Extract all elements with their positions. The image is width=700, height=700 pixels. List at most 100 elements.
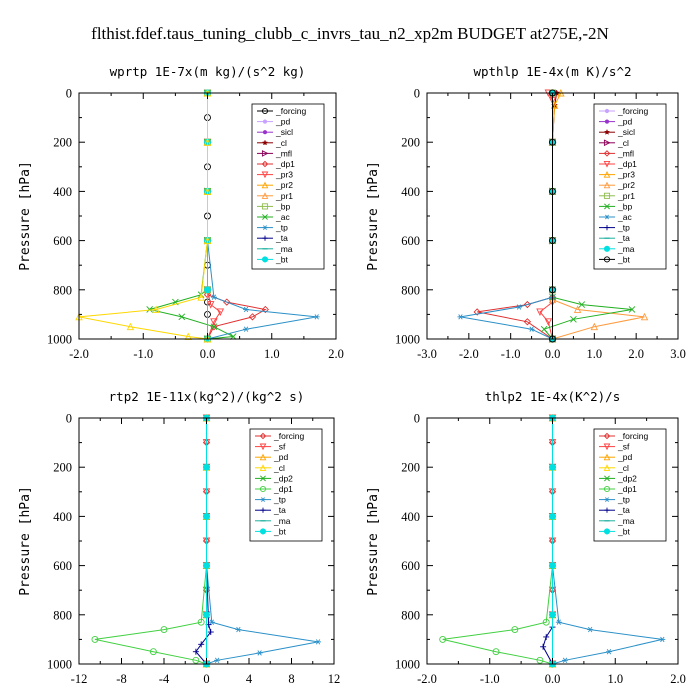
- data-point_tp: [659, 636, 666, 643]
- legend-label: _bt: [275, 254, 288, 264]
- x-tick-label: -2.0: [417, 672, 437, 686]
- data-point_ac: [146, 306, 153, 313]
- x-tick-label: -2.0: [69, 347, 89, 361]
- data-point_dp1: [192, 656, 200, 664]
- legend-marker: [262, 119, 268, 124]
- legend-marker: [604, 108, 610, 114]
- x-tick-label: 4: [246, 672, 253, 686]
- data-point_tp: [210, 294, 217, 300]
- x-tick-label: 2.0: [628, 347, 644, 361]
- x-tick-label: -4: [159, 672, 170, 686]
- legend-marker: [261, 192, 269, 199]
- data-point_ac: [178, 313, 186, 321]
- legend-marker: [603, 139, 611, 147]
- legend-label: _ta: [617, 505, 630, 515]
- legend-label: _ma: [273, 516, 291, 526]
- legend-marker: [603, 443, 611, 451]
- data-point_dp1: [492, 648, 500, 656]
- legend-label: _ta: [617, 233, 630, 243]
- panel-4: thlp2 1E-4x(K^2)/s Pressure [hPa] -2.0 -1.0…: [366, 389, 686, 686]
- legend-label: _bt: [617, 526, 630, 536]
- panels-group: wprtp 1E-7x(m kg)/(s^2 kg) Pressure [hPa]…: [18, 64, 686, 686]
- legend-label: _bt: [273, 526, 286, 536]
- legend-label: _forcing: [617, 106, 649, 116]
- legend-marker: [604, 497, 610, 502]
- legend-label: _pd: [617, 117, 632, 127]
- legend-label: _pr3: [275, 170, 293, 180]
- legend-label: _pr1: [617, 191, 635, 201]
- y-tick-label: 0: [414, 412, 420, 426]
- panel-1: wprtp 1E-7x(m kg)/(s^2 kg) Pressure [hPa]…: [18, 64, 344, 361]
- x-tick-label: 2.0: [328, 347, 344, 361]
- legend-marker: [603, 160, 611, 168]
- legend-label: _cl: [273, 463, 285, 473]
- y-tick-label: 0: [414, 87, 420, 101]
- legend-marker: [604, 475, 610, 482]
- data-point_dp1: [536, 308, 544, 316]
- data-point_tp: [562, 657, 569, 663]
- y-tick-label: 800: [401, 608, 420, 622]
- legend-marker: [259, 528, 267, 535]
- data-point_pr3: [550, 101, 559, 109]
- legend-label: _dp2: [273, 473, 293, 483]
- series-group: [439, 413, 666, 669]
- data-point_bt: [549, 463, 556, 471]
- data-point_dp1: [536, 656, 544, 664]
- legend-marker: [261, 181, 269, 189]
- legend-marker: [603, 432, 611, 440]
- legend-label: _dp1: [617, 484, 637, 494]
- legend-marker: [261, 171, 269, 179]
- data-point_bt: [549, 187, 556, 195]
- data-point_bp: [570, 316, 577, 323]
- data-point_dp1: [439, 635, 447, 643]
- legend-label: _ta: [275, 233, 288, 243]
- legend-label: _ma: [617, 244, 635, 254]
- legend-label: _sf: [617, 442, 630, 452]
- y-tick-label: 200: [53, 461, 72, 475]
- legend-label: _dp1: [617, 159, 637, 169]
- data-point_dp1: [248, 313, 257, 321]
- series-line_ac: [147, 93, 235, 340]
- data-point: [203, 236, 212, 245]
- legend-label: _ta: [273, 505, 286, 515]
- data-point_dp1: [197, 618, 205, 626]
- legend-label: _sf: [273, 442, 286, 452]
- data-point_ac: [210, 323, 218, 331]
- legend-label: _dp2: [617, 473, 637, 483]
- legend: _forcing_pd_sicl_cl_mfl_dp1_pr3_pr2_pr1_…: [593, 103, 667, 270]
- data-point_bt: [204, 286, 211, 294]
- legend-marker: [259, 432, 267, 440]
- y-tick-label: 600: [401, 234, 420, 248]
- data-point_tp: [315, 639, 322, 645]
- legend-label: _bp: [617, 201, 632, 211]
- legend-marker: [603, 528, 611, 535]
- x-tick-label: 2.0: [670, 672, 686, 686]
- y-tick-label: 600: [401, 559, 420, 573]
- legend-label: _tp: [275, 223, 288, 233]
- legend-marker: [261, 150, 269, 157]
- legend-label: _pr2: [617, 180, 635, 190]
- legend-marker: [262, 225, 268, 230]
- legend-marker: [604, 119, 610, 124]
- legend-label: _bt: [617, 254, 630, 264]
- legend-marker: [261, 160, 269, 168]
- y-tick-label: 0: [66, 87, 72, 101]
- panel-title: rtp2 1E-11x(kg^2)/(kg^2 s): [109, 389, 305, 404]
- data-point: [203, 138, 212, 146]
- series-line: [78, 93, 208, 340]
- legend-label: _ma: [617, 516, 635, 526]
- data-point_bt: [203, 463, 210, 471]
- legend-label: _cl: [617, 138, 629, 148]
- data-point_bp: [540, 325, 548, 333]
- legend-marker: [261, 107, 269, 115]
- data-point_dp1: [261, 305, 269, 314]
- legend-label: _forcing: [275, 106, 307, 116]
- panel-2: wpthlp 1E-4x(m K)/s^2 Pressure [hPa] -3.0 -…: [366, 64, 686, 361]
- legend-marker: [603, 181, 611, 189]
- legend-label: _pd: [273, 452, 288, 462]
- data-point_tp: [243, 306, 250, 313]
- legend-marker: [604, 225, 610, 231]
- data-point_tp: [313, 314, 320, 320]
- y-axis-label: Pressure [hPa]: [18, 161, 33, 271]
